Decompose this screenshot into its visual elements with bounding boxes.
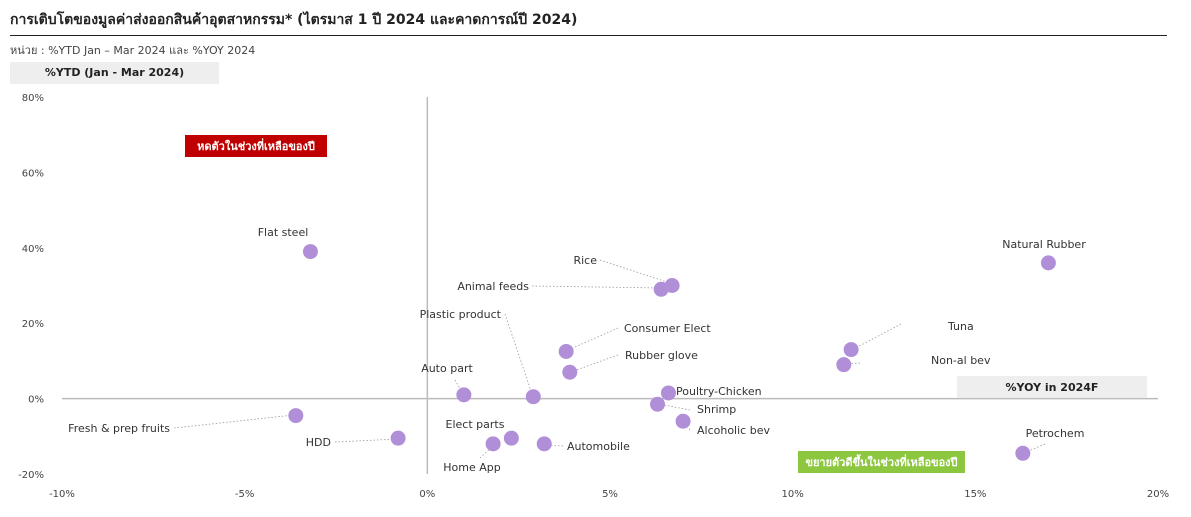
data-point <box>525 389 541 405</box>
point-label: Non-al bev <box>931 354 991 367</box>
leader-line <box>173 414 295 429</box>
point-label: Alcoholic bev <box>697 424 770 437</box>
data-point <box>649 396 665 412</box>
point-label: Home App <box>443 461 500 474</box>
point-label: Rice <box>573 254 597 267</box>
data-point <box>456 387 472 403</box>
point-label: Petrochem <box>1026 427 1085 440</box>
annotation-box <box>185 135 327 157</box>
x-tick-label: 0% <box>419 489 435 500</box>
y-axis-title: %YTD (Jan - Mar 2024) <box>10 62 219 84</box>
data-point <box>1040 255 1056 271</box>
x-tick-label: 5% <box>602 489 618 500</box>
data-point <box>562 364 578 380</box>
data-point <box>390 430 406 446</box>
y-tick-label: -20% <box>18 470 44 481</box>
x-tick-label: 15% <box>964 489 986 500</box>
point-label: Automobile <box>567 440 630 453</box>
leader-line <box>334 438 399 443</box>
annotation-box <box>798 451 965 473</box>
chart-title: การเติบโตของมูลค่าส่งออกสินค้าอุตสาหกรรม… <box>10 12 578 28</box>
x-tick-label: 20% <box>1147 489 1169 500</box>
y-tick-label: 20% <box>22 319 44 330</box>
leader-line <box>531 285 663 289</box>
point-label: Rubber glove <box>625 349 698 362</box>
data-point <box>485 436 501 452</box>
point-label: Auto part <box>421 362 473 375</box>
point-label: Poultry-Chicken <box>676 385 762 398</box>
y-tick-label: 0% <box>28 395 44 406</box>
leader-line <box>1023 443 1046 454</box>
data-point <box>536 436 552 452</box>
point-label: Fresh & prep fruits <box>68 422 170 435</box>
leader-line <box>599 259 674 285</box>
data-point <box>503 430 519 446</box>
chart-subtitle: หน่วย : %YTD Jan – Mar 2024 และ %YOY 202… <box>10 44 256 57</box>
point-label: Animal feeds <box>457 280 529 293</box>
leader-line <box>851 323 902 351</box>
data-point <box>558 343 574 359</box>
data-point <box>836 357 852 373</box>
annotation-label: หดตัวในช่วงที่เหลือของปี <box>197 138 315 153</box>
leader-line <box>565 327 619 352</box>
annotation-label: ขยายตัวดีขึ้นในช่วงที่เหลือของปี <box>805 454 957 469</box>
data-point <box>660 385 676 401</box>
x-tick-label: 10% <box>782 489 804 500</box>
point-label: Consumer Elect <box>624 322 711 335</box>
x-axis-title: %YOY in 2024F <box>1006 381 1099 394</box>
title-divider <box>10 35 1167 36</box>
data-point <box>302 244 318 260</box>
leader-line <box>504 313 534 398</box>
leader-line <box>454 379 464 395</box>
point-label: Plastic product <box>420 308 502 321</box>
point-label: Flat steel <box>258 226 309 239</box>
data-point <box>1015 445 1031 461</box>
x-tick-label: -10% <box>49 489 75 500</box>
point-label: Natural Rubber <box>1002 238 1086 251</box>
y-tick-label: 80% <box>22 93 44 104</box>
data-point <box>653 281 669 297</box>
data-point <box>675 413 691 429</box>
point-label: HDD <box>306 436 331 449</box>
point-label: Shrimp <box>697 403 736 416</box>
data-point <box>288 408 304 424</box>
point-label: Elect parts <box>446 418 505 431</box>
y-tick-label: 60% <box>22 168 44 179</box>
y-tick-label: 40% <box>22 244 44 255</box>
x-axis-title-box <box>957 376 1147 398</box>
x-tick-label: -5% <box>235 489 254 500</box>
data-point <box>843 342 859 358</box>
point-label: Tuna <box>947 320 974 333</box>
